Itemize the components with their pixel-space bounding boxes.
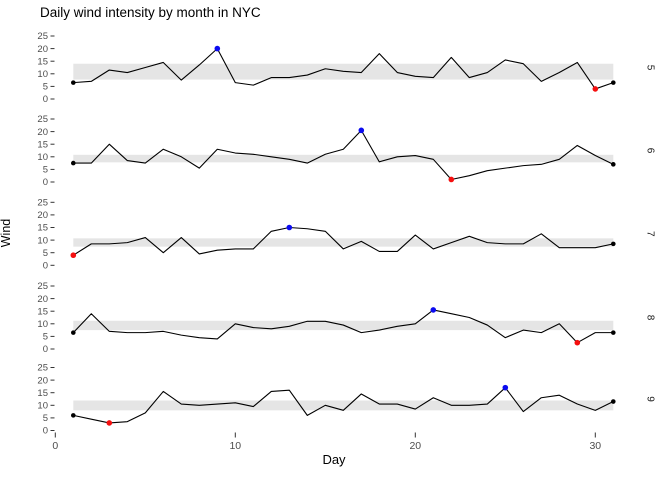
y-tick-label: 10 <box>37 235 48 246</box>
y-tick-label: 10 <box>37 319 48 330</box>
y-tick-label: 15 <box>37 388 48 399</box>
y-tick-label: 25 <box>37 198 48 209</box>
x-tick-label: 20 <box>409 440 421 452</box>
min-dot <box>106 420 113 426</box>
y-tick-label: 20 <box>37 44 48 55</box>
endpoint-dot <box>71 413 76 418</box>
max-dot <box>214 45 221 52</box>
endpoint-dot <box>611 241 616 247</box>
x-axis-title: Day <box>322 452 346 467</box>
y-tick-label: 0 <box>43 177 48 188</box>
y-tick-label: 0 <box>43 344 48 355</box>
endpoint-dot <box>71 330 76 335</box>
y-tick-label: 20 <box>37 294 48 305</box>
y-tick-label: 10 <box>37 69 48 80</box>
chart-title: Daily wind intensity by month in NYC <box>40 5 261 20</box>
max-dot <box>430 307 437 313</box>
reference-band <box>73 238 614 247</box>
wind-line <box>73 48 614 90</box>
y-tick-label: 15 <box>37 139 48 150</box>
facet-strip-label: 8 <box>644 315 655 321</box>
facet-strip-label: 6 <box>644 148 655 154</box>
max-dot <box>358 127 365 134</box>
facet-strip-label: 5 <box>644 65 655 71</box>
wind-line <box>73 226 614 256</box>
y-tick-label: 15 <box>37 223 48 234</box>
endpoint-dot <box>611 399 616 404</box>
y-tick-label: 5 <box>43 165 48 176</box>
wind-line <box>72 309 614 344</box>
min-dot <box>592 86 599 92</box>
x-tick-label: 30 <box>589 440 601 452</box>
min-dot <box>574 339 581 346</box>
y-tick-label: 25 <box>37 31 48 42</box>
y-tick-label: 0 <box>43 94 48 105</box>
min-dot <box>448 176 455 183</box>
endpoint-dot <box>71 80 76 85</box>
y-tick-label: 5 <box>43 413 48 424</box>
reference-band <box>73 154 614 163</box>
endpoint-dot <box>611 80 616 85</box>
y-tick-label: 5 <box>43 332 48 343</box>
y-tick-label: 25 <box>37 114 48 125</box>
max-dot <box>502 384 509 391</box>
endpoint-dot <box>611 162 616 167</box>
y-tick-label: 20 <box>37 375 48 386</box>
y-tick-label: 0 <box>43 261 48 272</box>
endpoint-dot <box>611 330 616 335</box>
wind-line <box>73 129 614 181</box>
y-tick-label: 20 <box>37 210 48 221</box>
facet-strip-label: 7 <box>644 231 655 237</box>
x-tick-label: 10 <box>229 440 241 452</box>
facet-strip-label: 9 <box>644 396 655 402</box>
y-tick-label: 10 <box>37 401 48 412</box>
reference-band <box>73 400 614 411</box>
endpoint-dot <box>71 160 76 166</box>
x-tick-label: 0 <box>52 440 58 452</box>
y-tick-label: 0 <box>43 426 48 437</box>
y-tick-label: 5 <box>43 82 48 93</box>
y-tick-label: 25 <box>37 363 48 374</box>
y-tick-label: 15 <box>37 56 48 67</box>
y-tick-label: 20 <box>37 127 48 138</box>
y-tick-label: 25 <box>37 281 48 292</box>
y-tick-label: 5 <box>43 248 48 259</box>
min-dot <box>70 252 77 259</box>
y-tick-label: 15 <box>37 306 48 317</box>
wind-line <box>73 387 614 424</box>
y-tick-label: 10 <box>37 152 48 163</box>
max-dot <box>286 224 293 231</box>
